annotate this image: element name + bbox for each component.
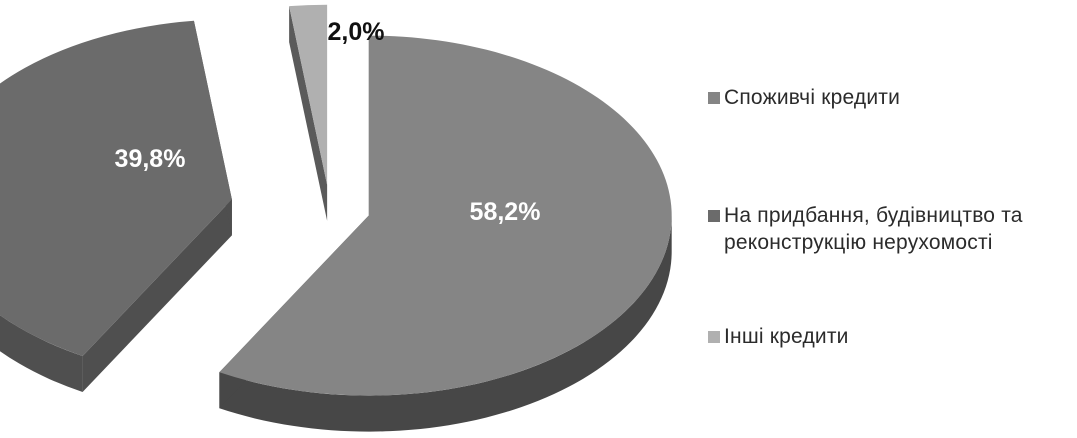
pie-slice-top-real-estate [0,20,232,356]
pie-slice-edge-other-credits-0 [289,6,328,221]
pie-slice-top-other-credits [289,4,328,185]
legend-item-real-estate: На придбання, будівництво та реконструкц… [708,202,1023,256]
data-label-real-estate: 39,8% [115,145,186,173]
legend-label-other-credits: Інші кредити [724,325,849,348]
data-label-consumer-credits: 58,2% [470,198,541,226]
legend-swatch-other-credits [708,331,720,343]
pie-slice-edge-real-estate-0 [82,199,232,392]
pie-chart-plot: 58,2% 39,8% 2,0% [0,4,672,432]
legend-label-real-estate: На придбання, будівництво та реконструкц… [724,204,1023,254]
legend-item-other-credits: Інші кредити [708,323,849,350]
legend-item-consumer-credits: Споживчі кредити [708,84,900,111]
chart-legend: Споживчі кредити На придбання, будівницт… [708,0,1077,438]
pie-slice-top-consumer-credits [219,35,672,396]
legend-label-consumer-credits: Споживчі кредити [724,86,901,109]
pie-slice-other-credits [289,4,328,221]
pie-slice-side-consumer-credits [219,215,672,432]
legend-swatch-real-estate [708,210,720,222]
data-label-other-credits: 2,0% [328,18,385,46]
pie-slice-real-estate [0,20,232,392]
pie-slice-consumer-credits [219,35,672,432]
legend-swatch-consumer-credits [708,92,720,104]
pie-slice-side-real-estate [0,315,83,392]
